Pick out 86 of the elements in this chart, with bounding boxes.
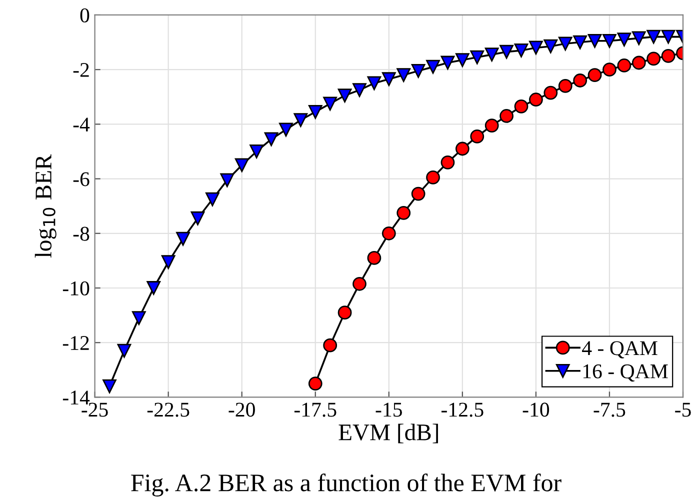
point [102, 379, 116, 394]
point [308, 104, 322, 119]
point [470, 50, 484, 64]
point [558, 36, 572, 51]
x-tick-label: -25 [82, 402, 108, 417]
point [396, 206, 411, 220]
point [484, 118, 499, 132]
point [264, 132, 278, 146]
legend-label: 4 - QAM [582, 341, 658, 358]
point [220, 173, 234, 188]
x-axis-title: EVM [dB] [338, 424, 438, 444]
x-tick-label: -5 [675, 402, 691, 417]
point [234, 158, 249, 172]
point [426, 170, 440, 184]
point [588, 34, 602, 48]
point [617, 32, 632, 46]
point [529, 40, 543, 55]
point [161, 255, 176, 269]
point [338, 306, 352, 320]
point [190, 211, 205, 226]
point [470, 130, 484, 144]
point [411, 64, 426, 78]
point [411, 186, 426, 201]
point [455, 53, 470, 67]
point [382, 72, 396, 86]
point [367, 76, 382, 90]
point [632, 31, 646, 46]
point [500, 44, 514, 59]
point [206, 192, 220, 206]
point [514, 99, 528, 114]
point [352, 83, 366, 97]
x-tick-label: -20 [228, 402, 255, 417]
point [529, 92, 543, 107]
point [617, 58, 632, 72]
y-tick-label: -8 [73, 226, 90, 241]
point [146, 281, 161, 295]
x-tick-label: -22.5 [147, 402, 190, 417]
x-tick-label: -17.5 [294, 402, 336, 417]
point [396, 68, 411, 82]
y-tick-label: -14 [62, 390, 90, 404]
point [602, 62, 616, 77]
y-tick-label: 0 [80, 8, 90, 22]
x-tick-label: -15 [376, 402, 402, 417]
y-tick-label: -12 [62, 336, 89, 350]
point [646, 52, 661, 66]
point [661, 48, 676, 63]
point [646, 30, 661, 44]
legend-label: 16 - QAM [583, 364, 668, 382]
point [132, 311, 146, 325]
point [544, 86, 558, 100]
point [558, 79, 572, 93]
point [382, 226, 396, 240]
point [440, 56, 455, 70]
point [250, 144, 264, 158]
text: Fig. A.2 BER as a function of the EVM for [131, 474, 562, 497]
point [367, 251, 382, 265]
point [500, 109, 514, 123]
point [352, 276, 366, 291]
point [514, 44, 528, 58]
point [426, 60, 440, 74]
point [117, 344, 132, 358]
point [573, 74, 588, 88]
x-tick-label: -10 [522, 402, 550, 417]
point [323, 96, 338, 111]
point [294, 113, 308, 128]
point [440, 155, 455, 170]
point [323, 338, 338, 352]
point [544, 39, 558, 54]
y-tick-label: -4 [73, 118, 90, 132]
point [279, 122, 293, 137]
point [455, 142, 470, 156]
point [176, 232, 190, 246]
point [588, 68, 602, 82]
y-axis-title: log$_{10}$ BER [34, 154, 56, 258]
point [308, 376, 322, 390]
point [632, 56, 646, 70]
point [661, 30, 676, 44]
x-tick-label: -7.5 [594, 402, 626, 417]
y-tick-label: -6 [73, 172, 90, 186]
point [484, 48, 499, 62]
point [573, 35, 588, 50]
point [338, 88, 352, 102]
y-tick-label: -10 [62, 281, 90, 296]
y-tick-label: -2 [73, 63, 89, 77]
point [602, 34, 616, 48]
x-tick-label: -12.5 [442, 402, 484, 417]
